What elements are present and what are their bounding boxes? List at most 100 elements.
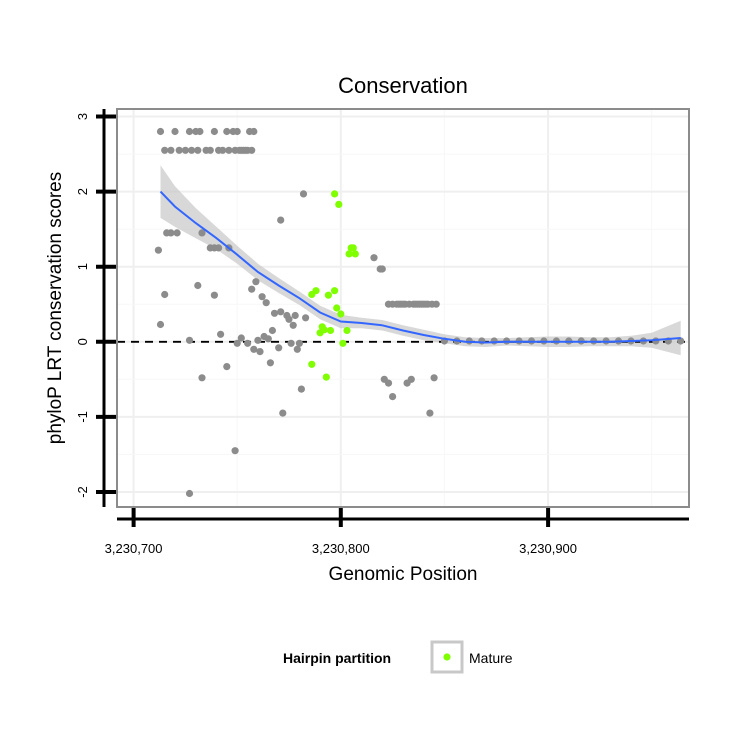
- other-point: [215, 244, 223, 252]
- other-point: [250, 127, 258, 136]
- other-point: [293, 345, 301, 353]
- y-tick-label: -1: [75, 411, 90, 423]
- plot-panel: [117, 109, 689, 507]
- other-point: [279, 409, 287, 417]
- chart-title: Conservation: [338, 73, 468, 98]
- other-point: [291, 311, 299, 320]
- other-point: [252, 278, 260, 286]
- mature-point: [345, 250, 353, 258]
- other-point: [173, 229, 181, 237]
- other-point: [217, 330, 225, 338]
- x-axis-label: Genomic Position: [329, 564, 478, 585]
- legend: Hairpin partition Mature: [283, 640, 513, 674]
- smooth-layer: [159, 190, 681, 344]
- other-point: [223, 127, 231, 136]
- other-point: [478, 337, 486, 345]
- y-tick-label: 0: [75, 338, 90, 345]
- mature-point: [324, 291, 332, 299]
- x-tick-label: 3,230,800: [312, 541, 370, 556]
- mature-point: [320, 326, 328, 334]
- mature-point: [349, 244, 357, 252]
- other-point: [384, 379, 393, 387]
- mature-point: [339, 339, 347, 347]
- other-point: [167, 146, 175, 154]
- other-point: [407, 375, 415, 383]
- other-point: [370, 254, 378, 262]
- other-point: [677, 337, 685, 345]
- other-point: [223, 363, 231, 371]
- x-tick-label: 3,230,700: [105, 541, 163, 556]
- mature-point: [335, 200, 343, 208]
- other-point: [258, 293, 266, 301]
- other-point: [264, 335, 272, 343]
- x-axis: 3,230,700 3,230,800 3,230,900: [105, 508, 689, 556]
- mature-point: [337, 310, 345, 318]
- other-point: [262, 299, 270, 307]
- other-point: [297, 385, 305, 393]
- mature-point: [333, 304, 341, 312]
- other-point: [250, 345, 258, 353]
- y-axis-label: phyloP LRT conservation scores: [45, 172, 66, 445]
- other-point: [244, 339, 252, 347]
- other-point: [289, 321, 297, 329]
- confidence-band: [160, 165, 681, 356]
- other-point: [156, 320, 165, 329]
- y-tick-label: 1: [75, 263, 90, 270]
- other-point: [181, 146, 189, 154]
- other-point: [231, 447, 239, 455]
- mature-point: [351, 250, 359, 258]
- mature-point: [331, 287, 339, 295]
- legend-key-mature-dot: [443, 653, 451, 661]
- other-point: [185, 127, 194, 136]
- other-point: [248, 285, 256, 293]
- legend-title: Hairpin partition: [283, 650, 391, 666]
- other-point: [210, 291, 218, 299]
- other-point: [198, 374, 206, 382]
- other-point: [219, 146, 227, 154]
- confidence-band-layer: [160, 165, 681, 356]
- other-point: [287, 339, 295, 347]
- other-point: [254, 336, 262, 344]
- other-point: [490, 337, 498, 345]
- y-axis: -2 -1 0 1 2 3: [75, 109, 116, 507]
- other-point: [154, 246, 162, 254]
- other-point: [198, 229, 206, 237]
- other-point: [275, 344, 283, 352]
- mature-point: [343, 326, 351, 335]
- other-point: [185, 489, 194, 498]
- other-point: [432, 300, 440, 308]
- other-point: [277, 308, 285, 316]
- other-point: [194, 146, 202, 154]
- smooth-trend-line: [159, 190, 681, 344]
- other-point: [175, 146, 183, 154]
- other-point: [285, 315, 293, 323]
- other-point: [188, 146, 196, 154]
- other-point: [389, 393, 397, 401]
- mature-point: [326, 326, 335, 335]
- other-point: [299, 190, 308, 198]
- other-point: [248, 146, 256, 154]
- other-point: [233, 339, 241, 347]
- other-point: [185, 336, 194, 344]
- other-point: [302, 314, 310, 322]
- other-point: [161, 146, 169, 154]
- mature-point: [312, 287, 320, 295]
- other-point: [295, 339, 303, 347]
- other-point: [206, 146, 214, 154]
- other-point: [167, 229, 175, 237]
- mature-point: [308, 360, 316, 368]
- other-point: [171, 127, 179, 136]
- other-point: [426, 409, 434, 417]
- x-tick-label: 3,230,900: [519, 541, 577, 556]
- other-point: [210, 127, 218, 136]
- other-point: [156, 127, 165, 136]
- y-tick-label: -2: [75, 486, 90, 498]
- other-point: [270, 309, 279, 317]
- other-point: [233, 127, 241, 136]
- grid: [117, 109, 689, 507]
- panel-border: [116, 108, 690, 508]
- legend-label-mature: Mature: [469, 650, 513, 666]
- other-point: [378, 265, 386, 273]
- other-point: [237, 334, 245, 342]
